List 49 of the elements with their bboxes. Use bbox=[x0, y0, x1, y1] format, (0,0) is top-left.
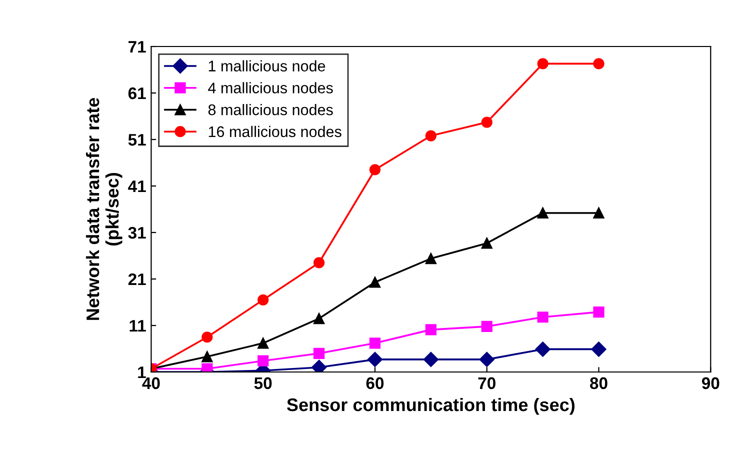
y-tick-label: 1 bbox=[138, 366, 146, 378]
point bbox=[367, 352, 383, 368]
point bbox=[537, 207, 548, 219]
legend-label: 4 mallicious nodes bbox=[208, 82, 333, 94]
x-tick-label: 50 bbox=[254, 377, 272, 390]
point bbox=[481, 320, 492, 332]
y-tick-label: 71 bbox=[128, 41, 146, 53]
point bbox=[369, 164, 381, 176]
x-tick-label: 40 bbox=[142, 377, 160, 390]
point bbox=[258, 294, 269, 306]
point bbox=[425, 252, 436, 264]
point bbox=[593, 58, 604, 70]
point bbox=[202, 332, 213, 343]
point bbox=[425, 130, 436, 142]
point bbox=[369, 276, 381, 288]
point bbox=[369, 338, 381, 349]
x-tick-label: 80 bbox=[590, 377, 608, 390]
point bbox=[479, 352, 494, 368]
x-axis-title: Sensor communication time (sec) bbox=[286, 398, 575, 415]
point bbox=[258, 338, 269, 349]
x-tick-label: 70 bbox=[478, 377, 496, 390]
point bbox=[593, 207, 604, 219]
y-tick-label: 31 bbox=[128, 226, 146, 239]
point bbox=[258, 355, 269, 366]
y-tick-label: 21 bbox=[128, 273, 146, 286]
y-axis-title: Network data transfer rate (pkt/sec) bbox=[86, 98, 122, 320]
point bbox=[202, 363, 213, 372]
point bbox=[481, 116, 492, 128]
point bbox=[202, 351, 213, 362]
point bbox=[535, 342, 550, 357]
x-tick-label: 60 bbox=[366, 377, 384, 390]
point bbox=[537, 312, 548, 323]
y-tick-label: 51 bbox=[128, 134, 146, 146]
legend-label: 16 mallicious nodes bbox=[208, 126, 342, 138]
point bbox=[537, 58, 548, 70]
y-tick-label: 41 bbox=[128, 180, 146, 192]
legend-label: 8 mallicious nodes bbox=[208, 104, 333, 116]
point bbox=[313, 312, 325, 324]
point bbox=[481, 238, 492, 249]
point bbox=[425, 324, 436, 336]
point bbox=[423, 352, 438, 368]
point bbox=[591, 342, 606, 357]
point bbox=[313, 257, 325, 268]
point bbox=[593, 306, 604, 318]
x-tick-label: 90 bbox=[702, 377, 720, 390]
y-tick-label: 61 bbox=[128, 87, 146, 100]
y-tick-label: 11 bbox=[130, 320, 146, 332]
point bbox=[313, 348, 325, 359]
legend-label: 1 mallicious node bbox=[208, 60, 326, 72]
